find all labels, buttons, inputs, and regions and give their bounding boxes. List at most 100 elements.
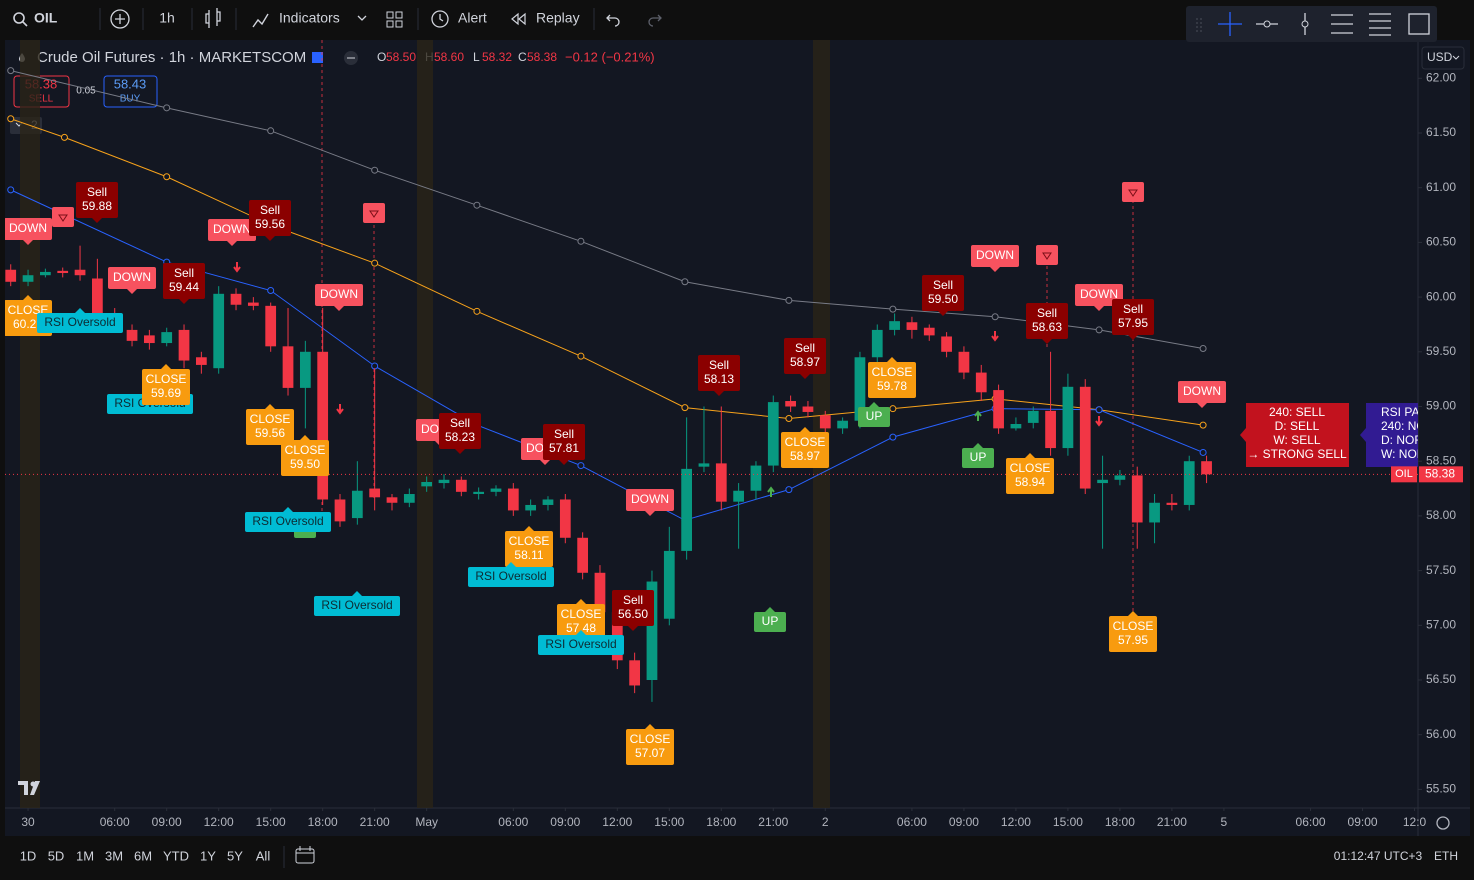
fib-tool[interactable] bbox=[1369, 13, 1391, 36]
signal-label-box bbox=[543, 424, 585, 460]
ma-point bbox=[1095, 406, 1103, 414]
range-button[interactable]: 3M bbox=[105, 848, 123, 863]
signal-label-pointer bbox=[540, 460, 550, 465]
range-button[interactable]: 5Y bbox=[227, 848, 243, 863]
signal-label-box bbox=[76, 182, 118, 218]
currency-button[interactable] bbox=[1421, 46, 1465, 70]
signal-label-text: DOWN bbox=[631, 492, 669, 506]
clock: 01:12:47 UTC+3 bbox=[1334, 849, 1423, 863]
signal-label-text: 59.56 bbox=[255, 217, 285, 231]
candle-body bbox=[351, 490, 363, 519]
price-tag: 58.38 bbox=[1425, 466, 1455, 480]
indicators-button[interactable]: Indicators bbox=[279, 10, 340, 26]
range-button[interactable]: All bbox=[256, 848, 271, 863]
candle-body bbox=[767, 402, 779, 466]
signal-label-pointer bbox=[265, 404, 275, 409]
signal-label-text: CLOSE bbox=[146, 372, 187, 386]
time-tick-label: 18:00 bbox=[706, 815, 736, 829]
signal-marker-icon bbox=[1042, 252, 1052, 260]
date-range-button[interactable] bbox=[295, 848, 315, 864]
range-button[interactable]: 5D bbox=[48, 848, 65, 863]
price-change: −0.12 (−0.21%) bbox=[565, 49, 655, 64]
signal-label-text: 58.94 bbox=[1015, 475, 1045, 489]
range-button[interactable]: 1D bbox=[20, 848, 37, 863]
signal-label-text: CLOSE bbox=[785, 435, 826, 449]
compare-button[interactable] bbox=[110, 9, 130, 29]
redo-button[interactable] bbox=[648, 14, 662, 27]
ohlc-key: O bbox=[377, 50, 386, 64]
time-tick-label: 21:00 bbox=[360, 815, 390, 829]
time-tick-label: 15:00 bbox=[654, 815, 684, 829]
session-button[interactable]: ETH bbox=[1434, 849, 1458, 863]
chart-type-button[interactable] bbox=[205, 8, 221, 28]
signal-label-text: UP bbox=[762, 614, 779, 628]
signal-label-pointer bbox=[1025, 453, 1035, 458]
signal-arrow bbox=[1095, 416, 1103, 427]
ma-point bbox=[991, 313, 999, 321]
axis-settings[interactable] bbox=[1436, 816, 1450, 830]
signal-label-box bbox=[163, 263, 205, 299]
spread: 0.05 bbox=[76, 86, 96, 97]
symbol-search[interactable]: OIL bbox=[34, 10, 58, 26]
time-tick-label: 15:00 bbox=[256, 815, 286, 829]
ma-point bbox=[473, 307, 481, 315]
signal-label-pointer bbox=[645, 511, 655, 516]
buy-button[interactable] bbox=[103, 75, 158, 108]
signal-label-pointer bbox=[283, 507, 293, 512]
signal-arrow bbox=[974, 410, 982, 421]
signal-label-text: DOWN bbox=[976, 248, 1014, 262]
price-tick-label: 61.00 bbox=[1426, 180, 1456, 194]
signal-label-pointer bbox=[227, 241, 237, 246]
signal-label: RSI Oversold bbox=[37, 308, 123, 333]
templates-button[interactable] bbox=[357, 15, 367, 21]
candle-body bbox=[386, 497, 398, 503]
price-tick-label: 58.50 bbox=[1426, 453, 1456, 467]
range-button[interactable]: 1M bbox=[76, 848, 94, 863]
range-button[interactable]: 6M bbox=[134, 848, 152, 863]
undo-button[interactable] bbox=[606, 14, 620, 27]
signal-label-box bbox=[37, 313, 123, 333]
rsi-panel-line: RSI PAN bbox=[1381, 405, 1428, 419]
layouts-button[interactable] bbox=[386, 11, 403, 28]
rectangle-tool[interactable] bbox=[1408, 13, 1430, 35]
price-tick-label: 61.50 bbox=[1426, 125, 1456, 139]
parallel-channel-tool[interactable] bbox=[1331, 14, 1353, 34]
bottom-bar: 01:12:47 UTC+3 ETH 1D 5D 1M 3M 6M YTD 1Y 5Y All bbox=[20, 846, 1458, 868]
crosshair-tool[interactable] bbox=[1218, 12, 1242, 36]
time-tick-label: 06:00 bbox=[897, 815, 927, 829]
interval-button[interactable]: 1h bbox=[159, 10, 175, 26]
signal-arrow bbox=[233, 262, 241, 273]
candle-body bbox=[837, 420, 848, 429]
signal-label-pointer bbox=[576, 599, 586, 604]
time-tick-label: 09:00 bbox=[1348, 815, 1378, 829]
time-tick-label: 09:00 bbox=[949, 815, 979, 829]
price-tag-bg bbox=[1419, 466, 1463, 483]
symbol-title: Crude Oil Futures · 1h · MARKETSCOM bbox=[37, 49, 306, 66]
signal-label-text: RSI Oversold bbox=[475, 569, 546, 583]
candle-body bbox=[733, 490, 744, 502]
price-tick-label: 59.00 bbox=[1426, 399, 1456, 413]
signal-label-text: Sell bbox=[709, 358, 729, 372]
search-icon[interactable] bbox=[13, 12, 25, 24]
candle-body bbox=[750, 465, 762, 491]
layout-icon bbox=[395, 20, 403, 28]
range-button[interactable]: YTD bbox=[163, 848, 189, 863]
candle-body bbox=[213, 293, 225, 369]
signal-label: DOWN bbox=[971, 245, 1019, 272]
time-tick-label: 12:00 bbox=[204, 815, 234, 829]
signal-label-box bbox=[1006, 458, 1054, 494]
signal-label-pointer bbox=[869, 402, 879, 407]
alert-button[interactable]: Alert bbox=[458, 10, 487, 26]
candle-body bbox=[594, 572, 606, 613]
candle-body bbox=[1045, 410, 1056, 449]
range-button[interactable]: 1Y bbox=[200, 848, 216, 863]
signal-label: DOWN bbox=[5, 218, 52, 245]
signal-label-text: CLOSE bbox=[250, 412, 291, 426]
signal-label-text: 57.81 bbox=[549, 441, 579, 455]
replay-button[interactable]: Replay bbox=[536, 10, 580, 26]
signal-label-text: RSI Oversold bbox=[252, 514, 323, 528]
candle-body bbox=[785, 401, 796, 407]
